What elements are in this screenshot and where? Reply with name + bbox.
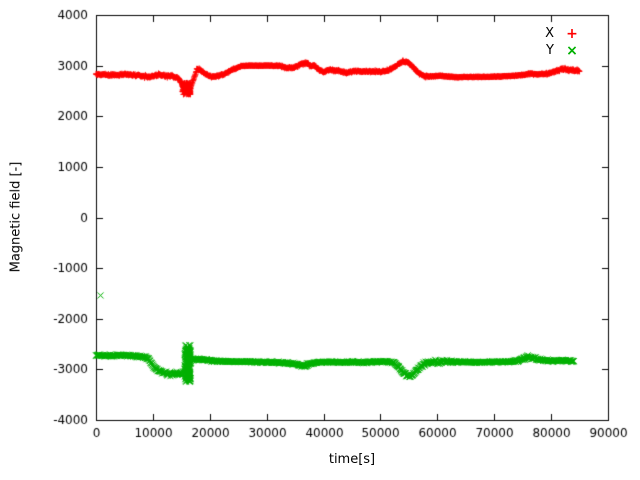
legend-item-x: X + bbox=[545, 25, 590, 42]
legend-item-y: Y × bbox=[545, 42, 590, 59]
legend-label-y: Y bbox=[546, 43, 554, 58]
legend: X + Y × bbox=[545, 25, 590, 59]
legend-marker-cross-icon: × bbox=[566, 42, 578, 59]
legend-marker-plus-icon: + bbox=[566, 25, 578, 42]
legend-label-x: X bbox=[545, 26, 554, 41]
x-axis-label: time[s] bbox=[328, 452, 376, 467]
y-axis-label: Magnetic field [-] bbox=[8, 161, 24, 273]
